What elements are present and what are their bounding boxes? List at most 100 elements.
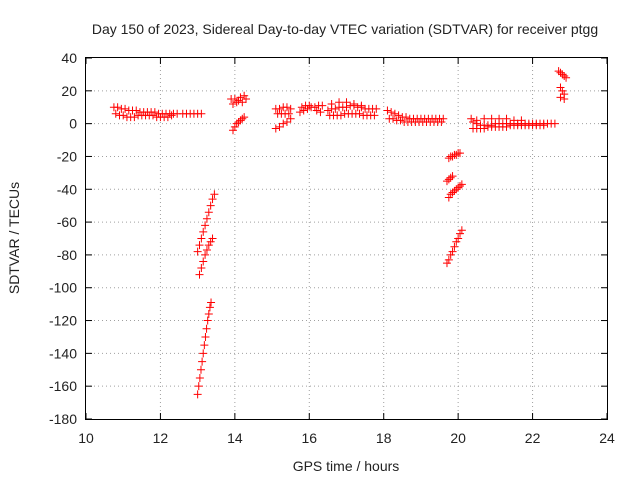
data-point <box>316 108 325 117</box>
data-point <box>234 96 243 105</box>
data-point <box>327 99 336 108</box>
data-point <box>238 114 247 123</box>
data-point <box>208 195 217 204</box>
data-point <box>448 247 457 256</box>
series-sat-m <box>385 114 446 126</box>
data-point <box>502 114 511 123</box>
data-point <box>275 122 284 131</box>
data-point <box>335 98 344 107</box>
data-point <box>195 373 204 382</box>
series-sat-l <box>383 106 448 123</box>
data-point <box>318 101 327 110</box>
data-points <box>109 67 571 399</box>
data-point <box>305 101 314 110</box>
data-point <box>286 114 295 123</box>
data-point <box>446 190 455 199</box>
data-point <box>199 349 208 358</box>
data-point <box>556 93 565 102</box>
series-sat-u <box>554 67 571 82</box>
data-point <box>297 103 306 112</box>
y-tick-label: 40 <box>61 50 77 66</box>
axis-ticks <box>85 57 608 420</box>
data-point <box>457 226 466 235</box>
data-point <box>196 365 205 374</box>
data-point <box>299 106 308 115</box>
data-point <box>282 117 291 126</box>
data-point <box>210 190 219 199</box>
data-point <box>454 183 463 192</box>
series-sat-k <box>327 98 366 110</box>
data-point <box>236 116 245 125</box>
data-point <box>197 264 206 273</box>
y-tick-label: -80 <box>57 247 77 263</box>
x-axis-label: GPS time / hours <box>293 458 400 474</box>
data-point <box>509 116 518 125</box>
data-point <box>204 309 213 318</box>
data-point <box>444 255 453 264</box>
data-point <box>194 382 203 391</box>
data-point <box>203 316 212 325</box>
data-point <box>199 257 208 266</box>
data-point <box>450 242 459 251</box>
data-point <box>452 150 461 159</box>
data-point <box>202 245 211 254</box>
data-point <box>446 173 455 182</box>
data-point <box>539 121 548 130</box>
series-sat-p <box>444 180 466 202</box>
data-point <box>201 250 210 259</box>
series-sat-y <box>193 298 216 399</box>
data-point <box>372 104 381 113</box>
y-tick-label: -120 <box>49 313 77 329</box>
data-point <box>452 237 461 246</box>
series-sat-e <box>228 113 249 135</box>
data-point <box>284 109 293 118</box>
data-point <box>130 113 139 122</box>
x-tick-label: 22 <box>525 430 541 446</box>
data-point <box>472 116 481 125</box>
x-tick-label: 18 <box>376 430 392 446</box>
data-point <box>394 111 403 120</box>
data-point <box>271 124 280 133</box>
x-tick-label: 14 <box>227 430 243 446</box>
data-point <box>554 67 563 76</box>
series-sat-o <box>442 172 457 186</box>
data-point <box>282 103 291 112</box>
data-point <box>286 104 295 113</box>
data-point <box>396 116 405 125</box>
data-point <box>279 119 288 128</box>
series-sat-x <box>195 234 217 279</box>
series-sat-c <box>178 109 206 118</box>
data-point <box>303 104 312 113</box>
y-tick-label: -60 <box>57 214 77 230</box>
series-sat-s <box>469 121 548 133</box>
x-tick-label: 12 <box>153 430 169 446</box>
data-point <box>456 149 465 158</box>
data-point <box>336 111 345 120</box>
data-point <box>450 186 459 195</box>
series-sat-t <box>472 114 526 125</box>
data-point <box>202 324 211 333</box>
data-point <box>206 201 215 210</box>
data-point <box>121 104 130 113</box>
data-point <box>202 214 211 223</box>
data-point <box>454 234 463 243</box>
data-point <box>197 109 206 118</box>
y-tick-label: 0 <box>69 116 77 132</box>
y-tick-label: 20 <box>61 83 77 99</box>
data-point <box>132 106 141 115</box>
data-point <box>480 114 489 123</box>
data-point <box>550 119 559 128</box>
data-point <box>201 332 210 341</box>
data-point <box>556 68 565 77</box>
data-point <box>240 113 249 122</box>
y-axis-label: SDTVAR / TECUs <box>6 182 22 294</box>
data-point <box>193 247 202 256</box>
data-point <box>355 109 364 118</box>
data-point <box>240 91 249 100</box>
data-point <box>295 108 304 117</box>
data-point <box>342 98 351 107</box>
x-tick-label: 10 <box>78 430 94 446</box>
data-point <box>370 111 379 120</box>
data-point <box>148 111 157 120</box>
data-point <box>150 108 159 117</box>
